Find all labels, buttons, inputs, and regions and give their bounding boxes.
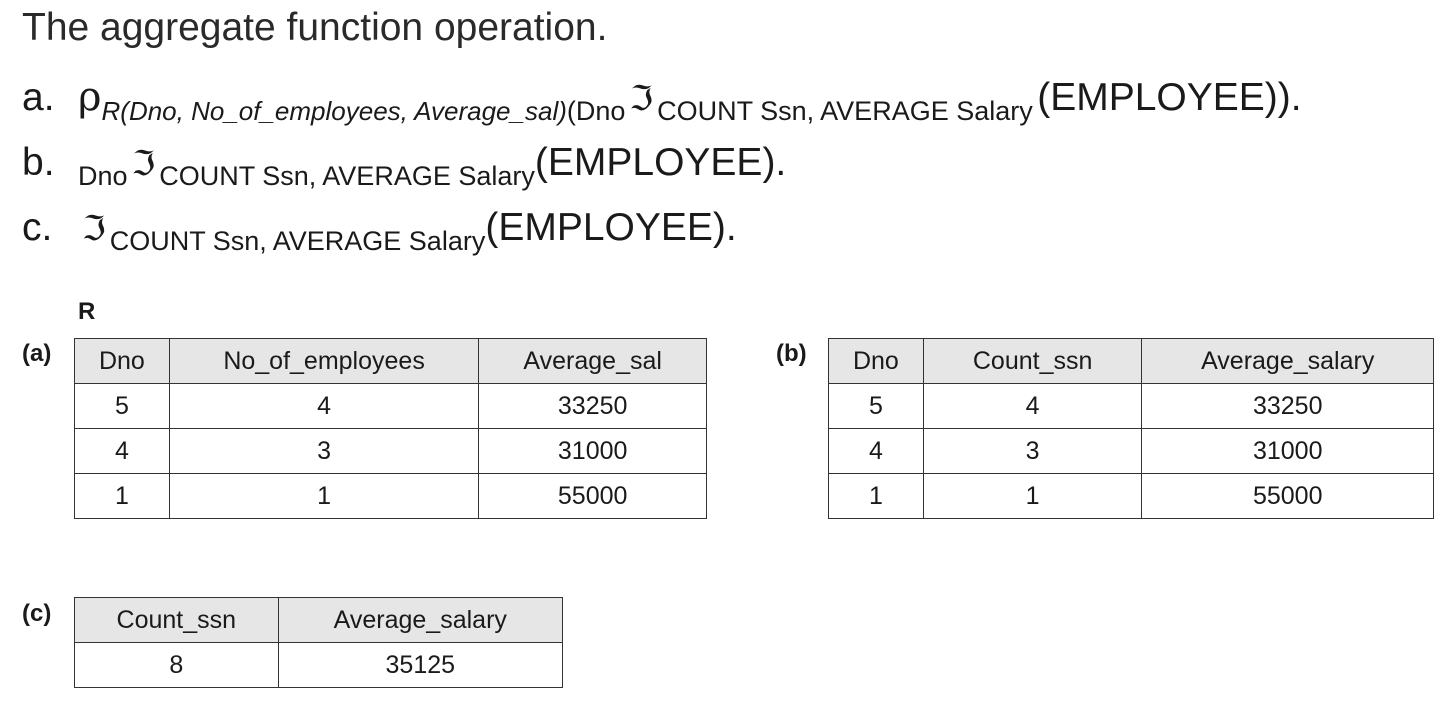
- rename-list: R(Dno, No_of_employees, Average_sal): [101, 96, 567, 126]
- table-header-row: Dno No_of_employees Average_sal: [74, 338, 707, 384]
- column-header: Average_sal: [478, 338, 707, 384]
- table-cell: 55000: [478, 473, 707, 519]
- table-tag-a: (a): [22, 340, 52, 367]
- table-row: 4 3 31000: [74, 428, 707, 474]
- rho-symbol: ρ: [78, 74, 102, 120]
- table-row: 1 1 55000: [74, 473, 707, 519]
- table-row: 5 4 33250: [74, 383, 707, 429]
- table-cell: 33250: [1141, 383, 1434, 429]
- table-header-row: Count_ssn Average_salary: [74, 597, 564, 643]
- table-cell: 3: [922, 428, 1143, 474]
- table-header-row: Dno Count_ssn Average_salary: [828, 338, 1434, 384]
- table-cell: 31000: [478, 428, 707, 474]
- relation-name: R: [78, 298, 96, 325]
- result-table-c: Count_ssn Average_salary 8 35125: [74, 597, 564, 688]
- grouping-attribute: Dno: [78, 161, 128, 191]
- column-header: Count_ssn: [74, 597, 279, 643]
- table-cell: 1: [922, 473, 1143, 519]
- column-header: Average_salary: [1141, 338, 1434, 384]
- expression-b: b. Dno ℑ COUNT Ssn, AVERAGE Salary(EMPLOYEE…: [22, 141, 786, 192]
- table-row: 5 4 33250: [828, 383, 1434, 429]
- result-table-b: Dno Count_ssn Average_salary 5 4 33250 4…: [828, 338, 1434, 519]
- relation-operand: (EMPLOYEE)).: [1037, 76, 1302, 119]
- table-cell: 8: [74, 642, 279, 688]
- aggregate-symbol: ℑ: [629, 79, 654, 119]
- aggregate-symbol: ℑ: [82, 209, 106, 249]
- expression-c: c. ℑ COUNT Ssn, AVERAGE Salary(EMPLOYEE).: [22, 206, 737, 257]
- table-tag-b: (b): [776, 340, 807, 367]
- column-header: Dno: [74, 338, 170, 384]
- table-cell: 33250: [478, 383, 707, 429]
- table-cell: 35125: [277, 642, 564, 688]
- function-list: COUNT Ssn, AVERAGE Salary: [109, 226, 486, 256]
- table-row: 8 35125: [74, 642, 564, 688]
- table-cell: 55000: [1141, 473, 1434, 519]
- relation-operand: (EMPLOYEE).: [534, 141, 787, 184]
- column-header: Count_ssn: [922, 338, 1143, 384]
- table-cell: 1: [168, 473, 480, 519]
- expression-a: a. ρR(Dno, No_of_employees, Average_sal)(…: [22, 74, 1302, 127]
- table-cell: 5: [828, 383, 924, 429]
- function-list: COUNT Ssn, AVERAGE Salary: [159, 161, 535, 191]
- result-table-a: Dno No_of_employees Average_sal 5 4 3325…: [74, 338, 707, 519]
- open-paren: (: [566, 96, 576, 126]
- table-cell: 4: [74, 428, 170, 474]
- grouping-attribute: Dno: [575, 96, 626, 126]
- table-cell: 1: [828, 473, 924, 519]
- table-cell: 4: [828, 428, 924, 474]
- table-row: 4 3 31000: [828, 428, 1434, 474]
- function-list: COUNT Ssn, AVERAGE Salary: [657, 96, 1033, 126]
- relation-operand: (EMPLOYEE).: [485, 206, 737, 249]
- table-tag-c: (c): [22, 600, 52, 627]
- table-cell: 5: [74, 383, 170, 429]
- expression-letter: b.: [22, 141, 55, 184]
- page-title: The aggregate function operation.: [22, 6, 608, 49]
- table-cell: 4: [922, 383, 1143, 429]
- table-cell: 4: [168, 383, 480, 429]
- table-cell: 3: [168, 428, 480, 474]
- table-row: 1 1 55000: [828, 473, 1434, 519]
- table-cell: 1: [74, 473, 170, 519]
- column-header: Average_salary: [277, 597, 564, 643]
- column-header: No_of_employees: [168, 338, 480, 384]
- table-cell: 31000: [1141, 428, 1434, 474]
- column-header: Dno: [828, 338, 924, 384]
- expression-letter: c.: [22, 206, 53, 249]
- aggregate-symbol: ℑ: [131, 144, 156, 184]
- expression-letter: a.: [22, 76, 55, 119]
